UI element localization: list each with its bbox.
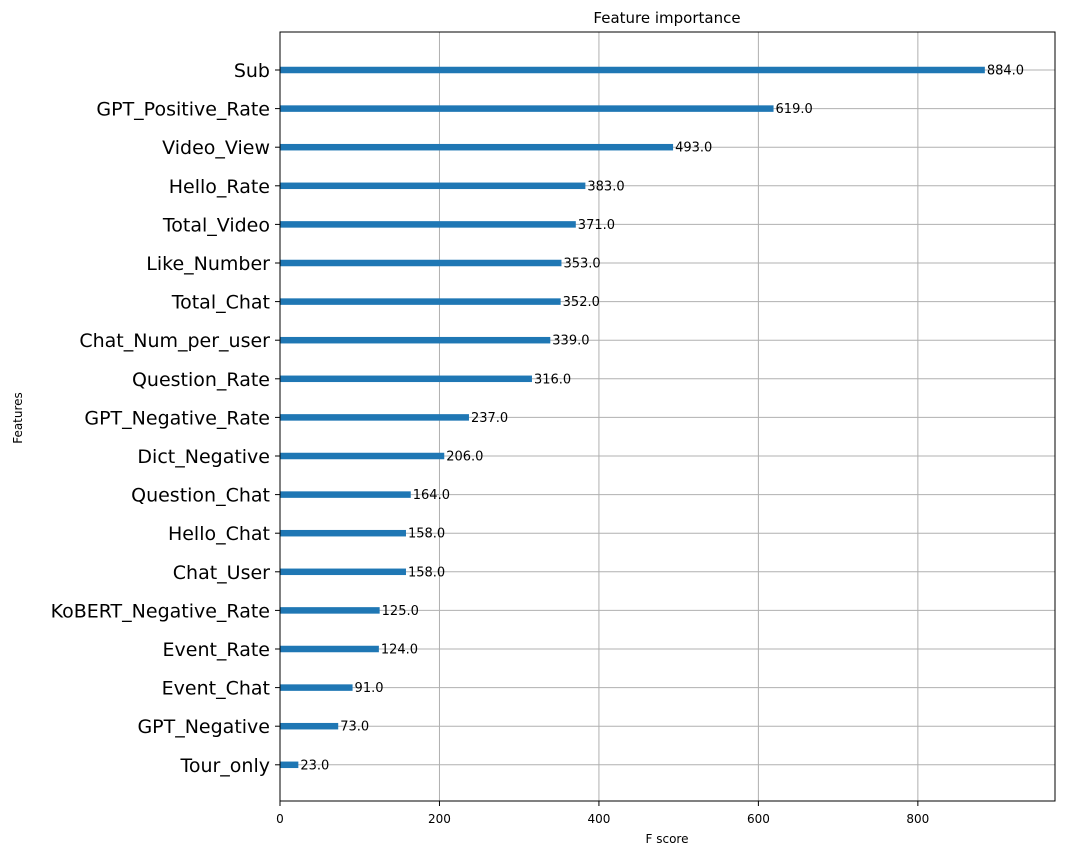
bar [280,105,774,112]
bar [280,259,562,267]
bar [280,761,299,769]
bar-value-label: 371.0 [578,218,615,233]
bar [280,375,532,383]
bar-value-labels: 884.0 619.0 493.0 383.0 371.0 353.0 352.0 339.0… [300,64,1024,774]
bar [280,221,576,228]
bar-value-label: 158.0 [408,565,445,580]
bar-value-label: 206.0 [446,450,483,465]
y-axis-ticks: Sub GPT_Positive_Rate Video_View Hello_Rate… [51,60,280,777]
bar-value-label: 383.0 [587,179,624,194]
bars [280,66,985,769]
bar-value-label: 237.0 [471,411,508,426]
y-tick-label: Like_Number [146,253,270,275]
plot-frame [279,31,1056,802]
bar [280,414,469,421]
bar-value-label: 339.0 [552,334,589,349]
y-tick-label: Event_Rate [163,639,271,661]
y-tick-label: Tour_only [179,755,270,777]
bar [280,336,551,344]
bar-value-label: 353.0 [563,257,600,272]
y-tick-label: Hello_Rate [169,176,270,198]
bar [280,645,379,653]
bar [280,491,411,498]
y-tick-label: Total_Video [162,214,270,236]
y-tick-label: GPT_Negative_Rate [84,407,270,429]
bar [280,529,406,537]
y-tick-label: Total_Chat [171,292,270,314]
bar [280,607,380,614]
bar-value-label: 493.0 [675,141,712,156]
x-tick-label: 800 [906,812,929,826]
y-tick-label: Video_View [162,137,270,159]
bar-value-label: 884.0 [987,64,1024,79]
y-tick-label: Question_Chat [131,485,270,507]
bar-value-label: 352.0 [563,295,600,310]
y-tick-label: Question_Rate [132,369,270,391]
bar [280,684,353,691]
bar-value-label: 158.0 [408,527,445,542]
y-tick-label: Hello_Chat [168,523,270,545]
y-tick-label: Dict_Negative [137,446,270,468]
x-tick-label: 0 [276,812,284,826]
bar [280,182,586,190]
bar-value-label: 91.0 [355,681,384,696]
y-tick-label: GPT_Positive_Rate [96,99,270,121]
bar [280,452,445,460]
y-tick-label: Event_Chat [162,678,270,700]
bar-value-label: 164.0 [413,488,450,503]
x-tick-label: 600 [747,812,770,826]
x-axis-ticks: 0 200 400 600 800 [276,801,929,826]
chart-title: Feature importance [593,9,740,27]
bar [280,66,985,74]
y-tick-label: Sub [234,60,270,82]
y-axis-title: Features [11,392,25,444]
bar [280,722,339,730]
y-tick-label: Chat_User [173,562,270,584]
bar [280,143,674,151]
bar-value-label: 124.0 [381,643,418,658]
x-tick-label: 200 [428,812,451,826]
bar-value-label: 316.0 [534,372,571,387]
bar-value-label: 23.0 [300,758,329,773]
x-tick-label: 400 [587,812,610,826]
bar [280,568,406,576]
y-tick-label: GPT_Negative [137,716,270,738]
bar-value-label: 73.0 [340,720,369,735]
y-tick-label: KoBERT_Negative_Rate [51,600,270,622]
bar-value-label: 619.0 [776,102,813,117]
x-axis-title: F score [646,832,689,846]
y-tick-label: Chat_Num_per_user [79,330,270,352]
bar-value-label: 125.0 [382,604,419,619]
bar [280,298,561,305]
